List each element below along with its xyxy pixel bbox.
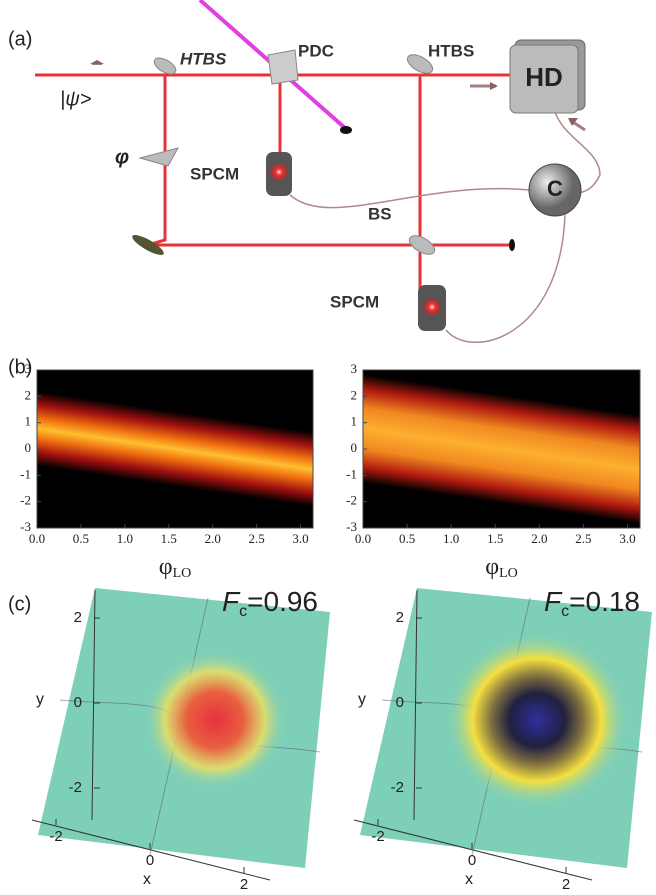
x-axis-label: x [465, 871, 473, 888]
figure: (a) HD C |ψ> HTBS PDC HTBS φ SPCM BS SPC… [0, 0, 656, 895]
pdc-label: PDC [298, 41, 334, 60]
y-tick-label: 1 [25, 414, 32, 429]
panel-c: (c) 2 0 -2 -2 0 2 x y Fc=0.96 2 0 -2 -2 0 2 x y Fc=0.18 [8, 586, 652, 893]
y-tick-label: 2 [351, 387, 358, 402]
y-tick-label: 3 [25, 361, 32, 376]
bs-label: BS [368, 204, 392, 223]
y-tick-label: -2 [391, 779, 404, 796]
axis-subscript: LO [173, 566, 192, 581]
y-axis-label: y [36, 691, 44, 708]
fidelity-subscript: c [561, 603, 569, 620]
input-state: |ψ> [60, 88, 91, 110]
heatmap [0, 340, 363, 559]
y-tick-label: 0 [351, 440, 358, 455]
fidelity-value: =0.18 [569, 586, 640, 617]
axis-symbol: φ [159, 554, 173, 580]
x-tick-label: 1.5 [161, 531, 177, 546]
y-tick-label: 2 [74, 609, 82, 626]
x-axis-label: φLO [485, 554, 518, 582]
hd-label: HD [525, 62, 563, 92]
fidelity-label: Fc=0.18 [544, 586, 640, 620]
x-tick-label: 1.5 [487, 531, 503, 546]
htbs-label: HTBS [180, 49, 227, 68]
y-tick-label: -2 [346, 493, 357, 508]
phase-label: φ [115, 146, 129, 168]
x-tick-label: 2.0 [205, 531, 221, 546]
y-tick-label: 1 [351, 414, 358, 429]
y-tick-label: 2 [25, 387, 32, 402]
x-tick-label: 0 [468, 852, 476, 869]
y-tick-label: 0 [74, 694, 82, 711]
y-tick-label: 3 [351, 361, 358, 376]
x-tick-label: 0.5 [399, 531, 415, 546]
y-tick-label: 0 [396, 694, 404, 711]
spcm-label: SPCM [330, 292, 379, 311]
x-tick-label: 0.5 [73, 531, 89, 546]
x-tick-label: 2.5 [575, 531, 591, 546]
panel-a: (a) HD C |ψ> HTBS PDC HTBS φ SPCM BS SPC… [8, 0, 600, 342]
x-tick-label: 2.0 [531, 531, 547, 546]
y-tick-label: 2 [396, 609, 404, 626]
y-tick-label: 0 [25, 440, 32, 455]
fidelity-value: =0.96 [247, 586, 318, 617]
x-tick-label: 1.0 [443, 531, 459, 546]
x-tick-label: 2 [562, 876, 570, 893]
panel-label: (a) [8, 28, 32, 50]
counter-label: C [547, 176, 563, 201]
x-tick-label: -2 [371, 828, 384, 845]
spcm-label: SPCM [190, 164, 239, 183]
x-tick-label: 3.0 [619, 531, 635, 546]
x-tick-label: -2 [49, 828, 62, 845]
x-axis-label: x [143, 871, 151, 888]
wigner-peak [445, 632, 629, 808]
panel-label: (c) [8, 593, 31, 615]
x-tick-label: 0 [146, 852, 154, 869]
x-tick-label: 1.0 [117, 531, 133, 546]
y-tick-label: -2 [20, 493, 31, 508]
x-tick-label: 3.0 [292, 531, 308, 546]
x-tick-label: 2 [240, 876, 248, 893]
axis-symbol: φ [485, 554, 499, 580]
y-tick-label: -1 [20, 466, 31, 481]
y-tick-label: -2 [69, 779, 82, 796]
fidelity-label: Fc=0.96 [222, 586, 318, 620]
x-tick-label: 0.0 [29, 531, 45, 546]
y-tick-label: -1 [346, 466, 357, 481]
wigner-peak [143, 650, 287, 790]
x-axis-label: φLO [159, 554, 192, 582]
x-tick-label: 2.5 [249, 531, 265, 546]
y-axis-label: y [358, 691, 366, 708]
x-tick-label: 0.0 [355, 531, 371, 546]
htbs-label: HTBS [428, 41, 474, 60]
axis-subscript: LO [499, 566, 518, 581]
fidelity-subscript: c [239, 603, 247, 620]
